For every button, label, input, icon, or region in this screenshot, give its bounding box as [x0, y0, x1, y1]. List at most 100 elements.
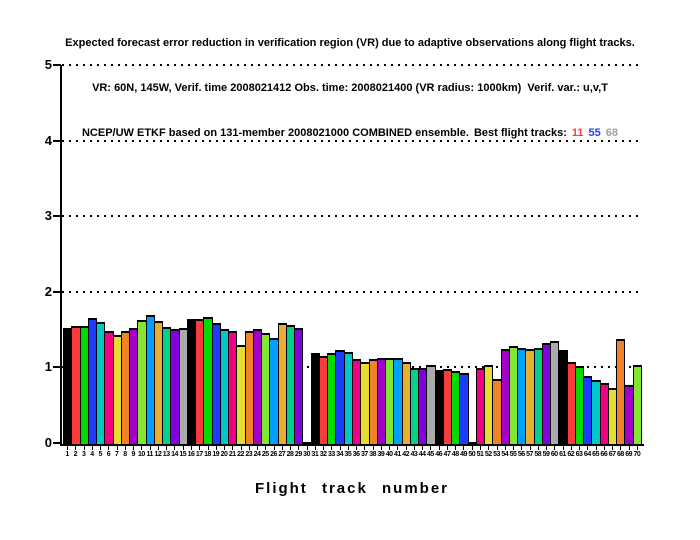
- x-tick-63: [579, 446, 581, 450]
- gridline-y4: [62, 139, 642, 142]
- x-tick-label-56: 56: [517, 451, 525, 458]
- x-tick-69: [628, 446, 630, 450]
- x-tick-label-52: 52: [484, 451, 492, 458]
- bar-track-49: [459, 372, 469, 444]
- x-tick-label-17: 17: [195, 451, 203, 458]
- x-tick-10: [141, 446, 143, 450]
- x-tick-label-8: 8: [123, 451, 127, 458]
- x-tick-label-15: 15: [179, 451, 187, 458]
- x-tick-label-23: 23: [245, 451, 253, 458]
- x-tick-label-25: 25: [261, 451, 269, 458]
- x-tick-label-33: 33: [327, 451, 335, 458]
- bar-track-70: [632, 364, 642, 444]
- x-tick-label-12: 12: [154, 451, 162, 458]
- gridline-y3: [62, 215, 642, 218]
- x-tick-label-20: 20: [220, 451, 228, 458]
- x-tick-15: [182, 446, 184, 450]
- x-tick-27: [281, 446, 283, 450]
- x-tick-label-29: 29: [294, 451, 302, 458]
- y-tick-label-5: 5: [44, 57, 52, 72]
- x-tick-label-19: 19: [212, 451, 220, 458]
- x-tick-3: [83, 446, 85, 450]
- x-tick-28: [290, 446, 292, 450]
- x-tick-label-16: 16: [187, 451, 195, 458]
- x-tick-56: [521, 446, 523, 450]
- y-tick-0: [53, 442, 61, 444]
- best-tracks-label: Best flight tracks:: [473, 127, 567, 139]
- x-tick-50: [471, 446, 473, 450]
- x-tick-label-42: 42: [402, 451, 410, 458]
- gridline-y5: [62, 64, 642, 66]
- x-tick-29: [298, 446, 300, 450]
- x-tick-label-3: 3: [81, 451, 86, 458]
- best-track-3: 68: [605, 127, 619, 139]
- x-tick-59: [546, 446, 548, 450]
- x-tick-label-1: 1: [65, 451, 69, 458]
- x-tick-31: [314, 446, 316, 450]
- x-tick-label-69: 69: [625, 451, 632, 458]
- x-tick-49: [463, 446, 465, 450]
- x-tick-38: [372, 446, 374, 450]
- x-tick-label-40: 40: [385, 451, 393, 458]
- x-tick-5: [100, 446, 102, 450]
- x-tick-label-2: 2: [73, 451, 78, 458]
- x-tick-label-18: 18: [204, 451, 211, 458]
- x-tick-label-62: 62: [567, 451, 575, 458]
- x-tick-24: [257, 446, 259, 450]
- x-tick-label-13: 13: [162, 451, 170, 458]
- x-tick-37: [364, 446, 366, 450]
- x-tick-36: [356, 446, 358, 450]
- x-tick-label-58: 58: [534, 451, 542, 458]
- x-tick-label-63: 63: [575, 451, 583, 458]
- x-tick-26: [273, 446, 275, 450]
- x-tick-label-24: 24: [253, 451, 261, 458]
- x-tick-label-53: 53: [493, 451, 500, 458]
- x-tick-65: [595, 446, 597, 450]
- x-tick-label-35: 35: [344, 451, 352, 458]
- x-tick-label-38: 38: [369, 451, 377, 458]
- x-tick-label-27: 27: [278, 451, 286, 458]
- y-tick-5: [53, 64, 61, 66]
- x-tick-label-22: 22: [237, 451, 244, 458]
- x-tick-label-7: 7: [114, 451, 119, 458]
- x-tick-label-43: 43: [410, 451, 418, 458]
- x-tick-35: [347, 446, 349, 450]
- x-tick-17: [199, 446, 201, 450]
- x-tick-label-26: 26: [270, 451, 277, 458]
- x-tick-16: [190, 446, 192, 450]
- x-tick-label-48: 48: [451, 451, 459, 458]
- x-tick-label-34: 34: [336, 451, 343, 458]
- x-tick-label-31: 31: [311, 451, 319, 458]
- best-track-1: 11: [571, 127, 584, 139]
- x-tick-label-5: 5: [98, 451, 102, 458]
- x-tick-label-39: 39: [377, 451, 385, 458]
- x-tick-label-30: 30: [303, 451, 310, 458]
- x-tick-20: [224, 446, 225, 450]
- chart-title-line3-main: NCEP/UW ETKF based on 131-member 2008021…: [81, 127, 469, 139]
- x-tick-23: [248, 446, 250, 450]
- x-tick-54: [504, 446, 506, 450]
- x-tick-39: [380, 446, 382, 450]
- x-tick-label-59: 59: [542, 451, 550, 458]
- x-tick-label-32: 32: [319, 451, 327, 458]
- x-tick-label-65: 65: [592, 451, 599, 458]
- y-tick-label-4: 4: [44, 132, 52, 148]
- x-tick-44: [422, 446, 424, 450]
- gridline-y2: [62, 290, 642, 293]
- x-tick-34: [339, 446, 341, 450]
- chart-title-line3: NCEP/UW ETKF based on 131-member 2008021…: [0, 126, 700, 141]
- x-tick-48: [455, 446, 457, 450]
- x-tick-51: [479, 446, 481, 450]
- x-tick-52: [488, 446, 490, 450]
- bar-track-29: [294, 328, 304, 444]
- x-tick-label-66: 66: [600, 451, 608, 458]
- x-tick-label-70: 70: [633, 451, 641, 458]
- x-tick-label-45: 45: [427, 451, 434, 458]
- x-tick-18: [207, 446, 209, 450]
- x-tick-32: [323, 446, 325, 450]
- x-tick-22: [240, 446, 242, 450]
- x-tick-33: [331, 446, 333, 450]
- x-tick-label-67: 67: [608, 451, 616, 458]
- x-tick-43: [413, 446, 415, 450]
- x-tick-label-55: 55: [509, 451, 517, 458]
